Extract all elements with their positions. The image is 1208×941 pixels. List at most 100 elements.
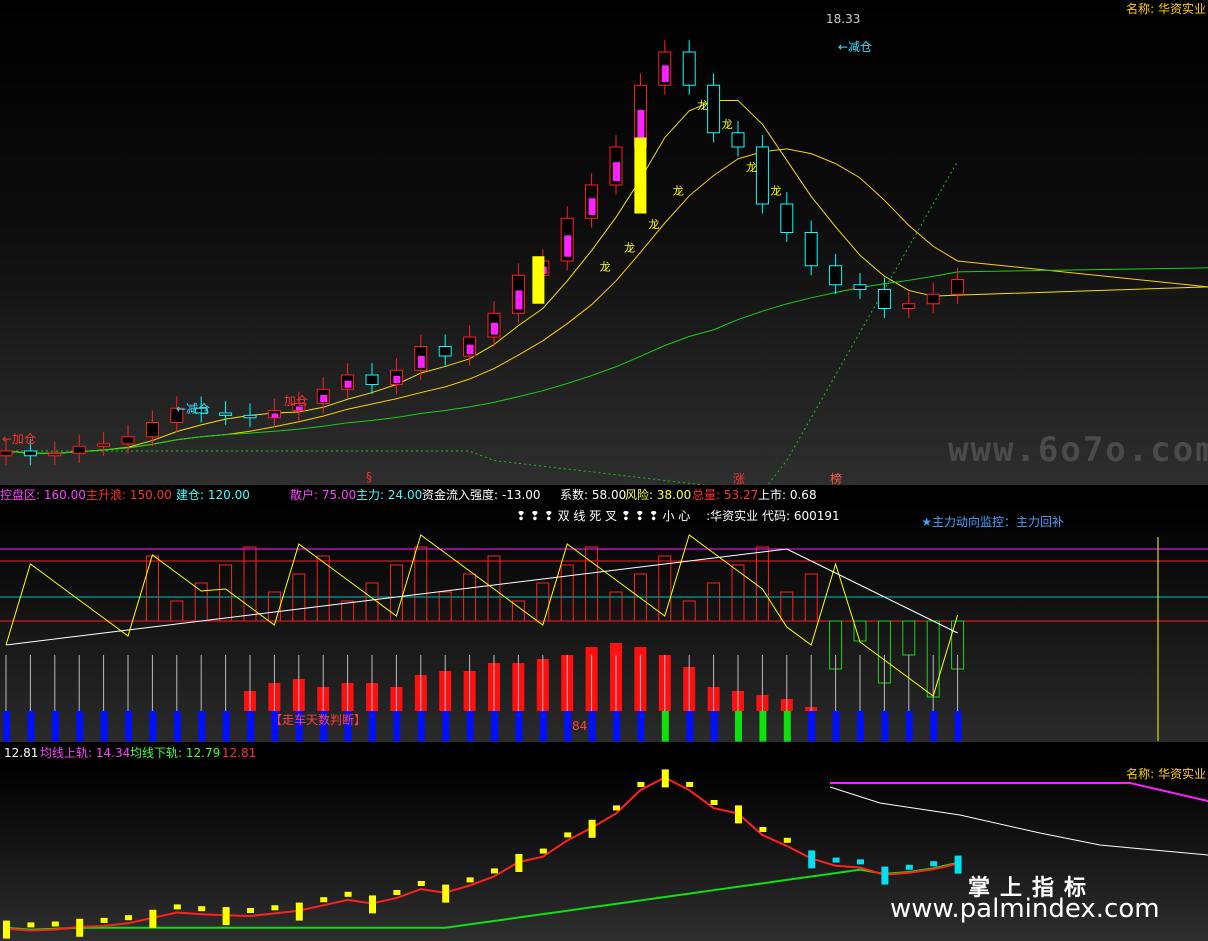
band-marker (466, 877, 474, 883)
band-marker (491, 868, 498, 874)
dragon-label: 龙 (673, 185, 684, 198)
volume-bar-blue (149, 711, 157, 742)
signal-bar (637, 109, 645, 141)
band-panel: 名称: 华资实业 (0, 765, 1208, 941)
band-marker (735, 805, 742, 824)
band-marker (198, 906, 206, 912)
band-marker (613, 805, 620, 811)
yellow-signal-2 (532, 256, 545, 304)
upper-box (463, 573, 477, 622)
band-marker (881, 866, 889, 885)
band-marker (857, 859, 864, 865)
candle-body (902, 303, 916, 309)
signal-bar (466, 344, 474, 355)
upper-box (487, 555, 501, 622)
info-item: 均线下轨: 12.79 (130, 746, 221, 760)
watermark-site1: www.6o7o.com (948, 430, 1208, 470)
band-marker (76, 918, 84, 937)
dragon-label: 龙 (648, 218, 659, 231)
band-marker (51, 921, 59, 927)
upper-box (341, 600, 355, 622)
candlestick-panel: 龙龙龙龙龙龙龙龙 名称: 华资实业 18.33 ←加仓 ←减仓 ←减仓 加仓 §… (0, 0, 1208, 486)
volume-bar-blue (442, 711, 450, 742)
volume-bar-blue (491, 711, 498, 742)
candle-body (682, 51, 696, 86)
marker-2: 涨 (733, 472, 746, 486)
dragon-label: 龙 (770, 185, 781, 198)
ma30-line (5, 267, 1208, 454)
volume-bar-blue (344, 711, 352, 742)
upper-box-green (902, 620, 916, 656)
candle-body (48, 452, 62, 457)
band-marker (369, 895, 376, 914)
yellow-signal-1 (634, 137, 647, 214)
dragon-label: 龙 (722, 118, 733, 131)
volume-bar-blue (222, 711, 230, 742)
band-marker (930, 861, 938, 867)
volume-bar-blue (930, 711, 938, 742)
upper-box (707, 582, 721, 622)
info-item: 系数: 58.00 (560, 488, 627, 502)
annotation-reduce-2: ←减仓 (838, 40, 873, 54)
average-line (5, 548, 958, 646)
candle-body (926, 293, 940, 305)
cross-warning: ❢ ❢ ❢ 双 线 死 叉 ❢ ❢ ❢ 小 心 :华资实业 代码: 600191 (516, 509, 840, 523)
signal-bar (491, 322, 498, 335)
candle-body (121, 436, 135, 445)
upper-box (804, 573, 818, 622)
volume-bar-blue (198, 711, 206, 742)
candle-body (853, 284, 867, 290)
candle-body (707, 84, 721, 134)
dragon-label: 龙 (746, 161, 757, 174)
volume-bar-blue (369, 711, 376, 742)
volume-bar-blue (271, 711, 279, 742)
band-marker (783, 837, 791, 843)
band-marker (295, 902, 303, 921)
band-marker (661, 769, 669, 788)
signal-bar (661, 65, 669, 82)
lower-band-line (5, 861, 958, 931)
band-marker (808, 850, 816, 869)
volume-bar-blue (173, 711, 181, 742)
band-marker (125, 915, 132, 921)
price-line (5, 776, 958, 932)
band-marker (417, 881, 425, 886)
signal-bar (344, 380, 352, 388)
marker-3: 榜 (830, 472, 843, 486)
volume-bar-blue (808, 711, 816, 742)
upper-box (731, 564, 745, 622)
info-item: 控盘区: 160.00 (0, 488, 86, 502)
band-marker (27, 922, 35, 928)
band-info-bar: 12.81 均线上轨: 14.34 均线下轨: 12.79: 12.81 (0, 742, 1208, 765)
volume-bar-blue (76, 711, 84, 742)
candle-body (97, 443, 111, 447)
upper-box-green (853, 620, 867, 642)
band-marker (759, 827, 767, 832)
candle-body (877, 289, 891, 309)
days-judge-label: 【走车天数判断】 (270, 713, 367, 727)
volume-bar-blue (247, 711, 254, 742)
candle-body (219, 412, 233, 416)
band-upper-line (6, 161, 959, 485)
candle-body (731, 132, 745, 148)
upper-box (560, 564, 574, 622)
signal-bar (295, 406, 303, 411)
volume-bar-blue (637, 711, 645, 742)
volume-bar-blue (686, 711, 694, 742)
volume-bar-blue (588, 711, 596, 742)
info-item: 建仓: 120.00 (176, 488, 250, 502)
signal-bar (271, 413, 279, 418)
volume-bar-blue (783, 711, 791, 742)
info-item: 上市: 0.68 (758, 488, 817, 502)
main-force-monitor: ★主力动向监控：主力回补 (921, 515, 1064, 529)
upper-box (585, 546, 599, 622)
band-marker (222, 907, 230, 926)
volume-bar-blue (539, 711, 547, 742)
candle-body (780, 203, 794, 233)
band-marker (100, 917, 108, 923)
upper-box (267, 591, 281, 622)
volume-bar-blue (27, 711, 35, 742)
volume-bar-blue (905, 711, 913, 742)
volume-chart (0, 534, 1208, 742)
